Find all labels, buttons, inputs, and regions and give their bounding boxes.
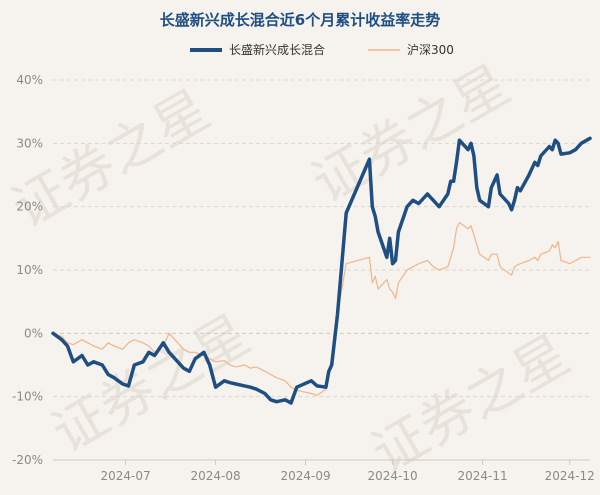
legend-label-index: 沪深300 [407,43,454,57]
x-tick-label: 2024-07 [100,469,150,483]
y-tick-label: 10% [16,263,43,277]
grid-lines [53,79,590,461]
y-tick-label: 40% [16,73,43,87]
x-tick-label: 2024-12 [545,469,595,483]
watermark-text: 证券之星 [301,53,520,216]
series-layer [51,136,592,405]
x-tick-label: 2024-08 [190,469,240,483]
watermark-text: 证券之星 [361,323,580,486]
legend: 长盛新兴成长混合 沪深300 [190,42,454,57]
x-tick-label: 2024-11 [458,469,508,483]
watermark-text: 证券之星 [41,303,260,466]
x-tick-label: 2024-10 [368,469,418,483]
watermark-text: 证券之星 [1,78,220,241]
y-tick-label: 0% [24,326,43,340]
y-tick-label: 20% [16,200,43,214]
x-axis: 2024-07 2024-08 2024-09 2024-10 2024-11 2024-… [100,460,595,483]
chart-title: 长盛新兴成长混合近6个月累计收益率走势 [160,11,440,29]
x-tick-label: 2024-09 [280,469,330,483]
legend-label-fund: 长盛新兴成长混合 [229,42,325,57]
y-tick-label: -20% [12,453,43,467]
y-tick-label: -10% [12,390,43,404]
y-tick-label: 30% [16,136,43,150]
series-line-fund [51,136,592,405]
y-axis: -20% -10% 0% 10% 20% 30% 40% [12,73,43,467]
